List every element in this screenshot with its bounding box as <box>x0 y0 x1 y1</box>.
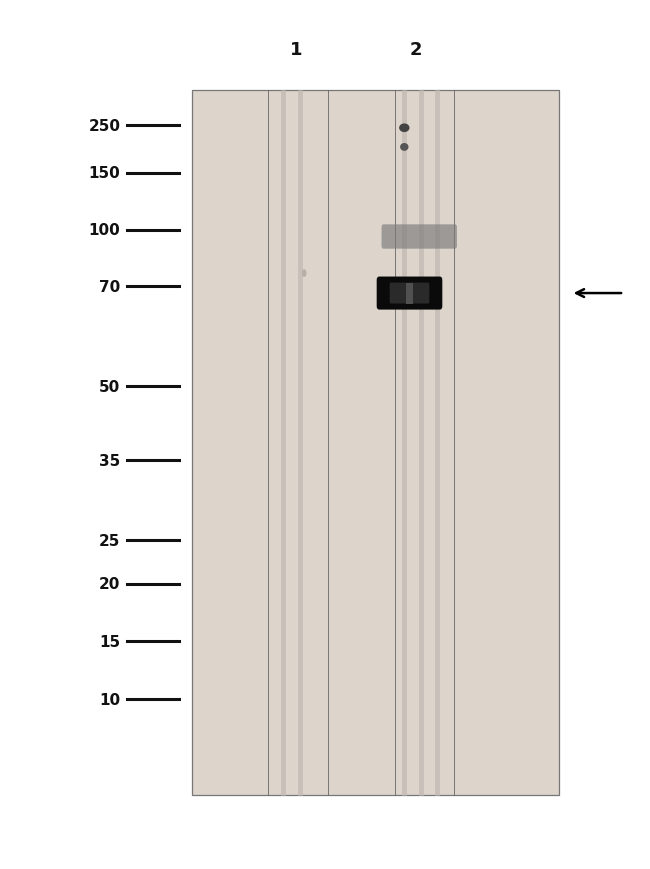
FancyBboxPatch shape <box>382 225 457 249</box>
Text: 35: 35 <box>99 453 120 468</box>
Text: 20: 20 <box>99 576 120 592</box>
Text: 150: 150 <box>88 166 120 182</box>
Text: 15: 15 <box>99 634 120 649</box>
Ellipse shape <box>302 269 307 277</box>
Ellipse shape <box>400 143 409 151</box>
FancyBboxPatch shape <box>390 283 430 304</box>
Bar <box>406 283 413 304</box>
Text: 2: 2 <box>410 41 422 58</box>
Text: 1: 1 <box>289 41 302 58</box>
Text: 25: 25 <box>99 533 120 548</box>
Bar <box>192 91 559 795</box>
Ellipse shape <box>399 124 410 133</box>
Text: 50: 50 <box>99 379 120 395</box>
Text: 70: 70 <box>99 279 120 295</box>
FancyBboxPatch shape <box>377 277 442 310</box>
Text: 250: 250 <box>88 118 120 134</box>
Text: 10: 10 <box>99 692 120 707</box>
Text: 100: 100 <box>88 222 120 238</box>
